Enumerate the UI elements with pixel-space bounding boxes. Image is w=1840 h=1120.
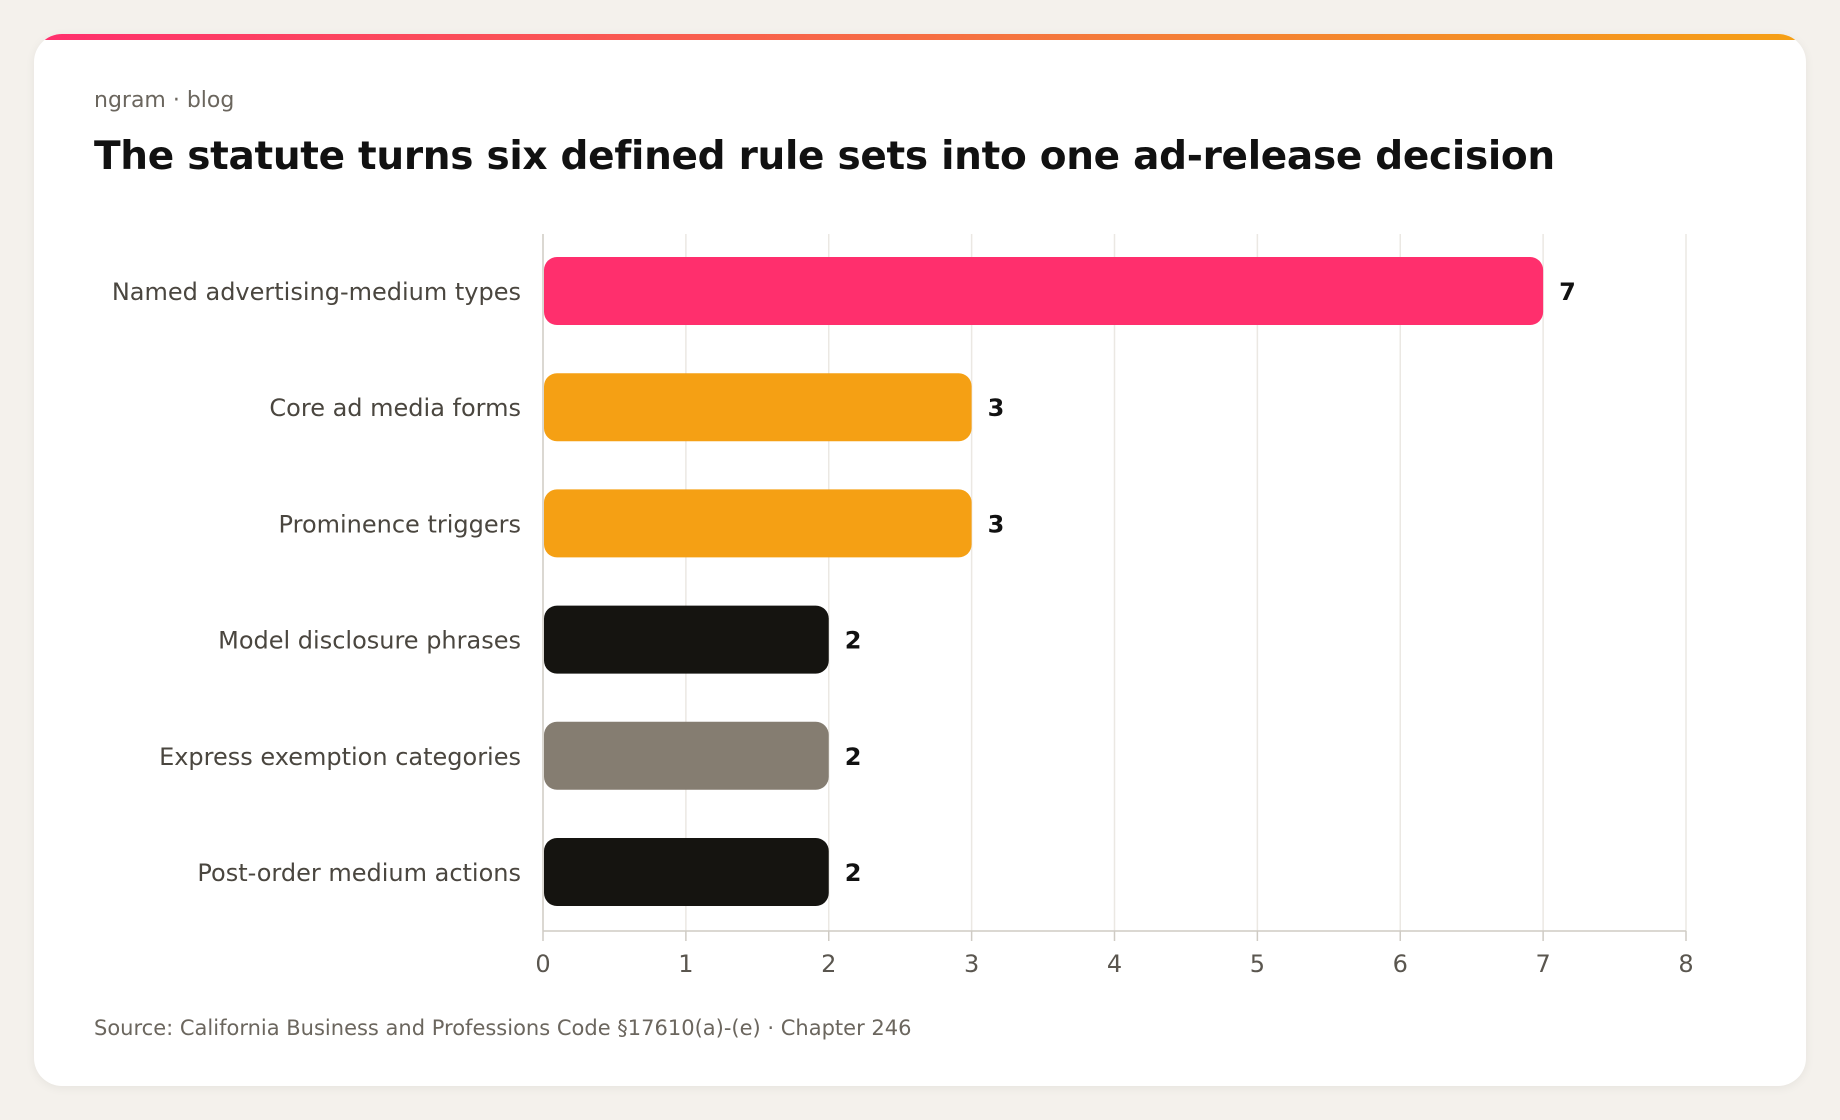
gridlines [685, 234, 1687, 931]
chart-card: ngram · blog The statute turns six defin… [34, 34, 1806, 1086]
x-tick-label: 3 [964, 950, 979, 978]
category-label: Express exemption categories [159, 743, 521, 771]
value-label: 2 [845, 743, 862, 771]
x-tick-label: 8 [1678, 950, 1693, 978]
x-tick-label: 1 [678, 950, 693, 978]
category-label: Prominence triggers [279, 510, 521, 538]
x-tick-label: 5 [1250, 950, 1265, 978]
bar-chart: Named advertising-medium types 7 Core ad m… [112, 234, 1694, 978]
x-tick-label: 4 [1107, 950, 1122, 978]
category-label: Post-order medium actions [197, 859, 521, 887]
x-tick-label: 6 [1393, 950, 1408, 978]
category-label: Named advertising-medium types [112, 278, 521, 306]
bars [544, 257, 1544, 906]
bar [544, 373, 972, 442]
category-label: Model disclosure phrases [218, 627, 521, 655]
value-label: 3 [988, 394, 1005, 422]
bar [544, 605, 829, 674]
source-note: Source: California Business and Professi… [94, 1016, 912, 1040]
x-tick-label: 7 [1535, 950, 1550, 978]
accent-bar [34, 34, 1806, 40]
chart-title: The statute turns six defined rule sets … [94, 134, 1555, 179]
x-axis: 0 1 2 3 4 5 6 7 8 [535, 234, 1694, 978]
x-tick-label: 2 [821, 950, 836, 978]
bar [544, 721, 829, 790]
value-label: 2 [845, 627, 862, 655]
bar [544, 489, 972, 558]
eyebrow: ngram · blog [94, 88, 235, 113]
value-label: 7 [1559, 278, 1576, 306]
labels: Named advertising-medium types 7 Core ad m… [112, 278, 1576, 887]
bar [544, 257, 1544, 325]
x-tick-label: 0 [535, 950, 550, 978]
value-label: 2 [845, 859, 862, 887]
category-label: Core ad media forms [269, 394, 521, 422]
value-label: 3 [988, 510, 1005, 538]
bar [544, 838, 829, 906]
